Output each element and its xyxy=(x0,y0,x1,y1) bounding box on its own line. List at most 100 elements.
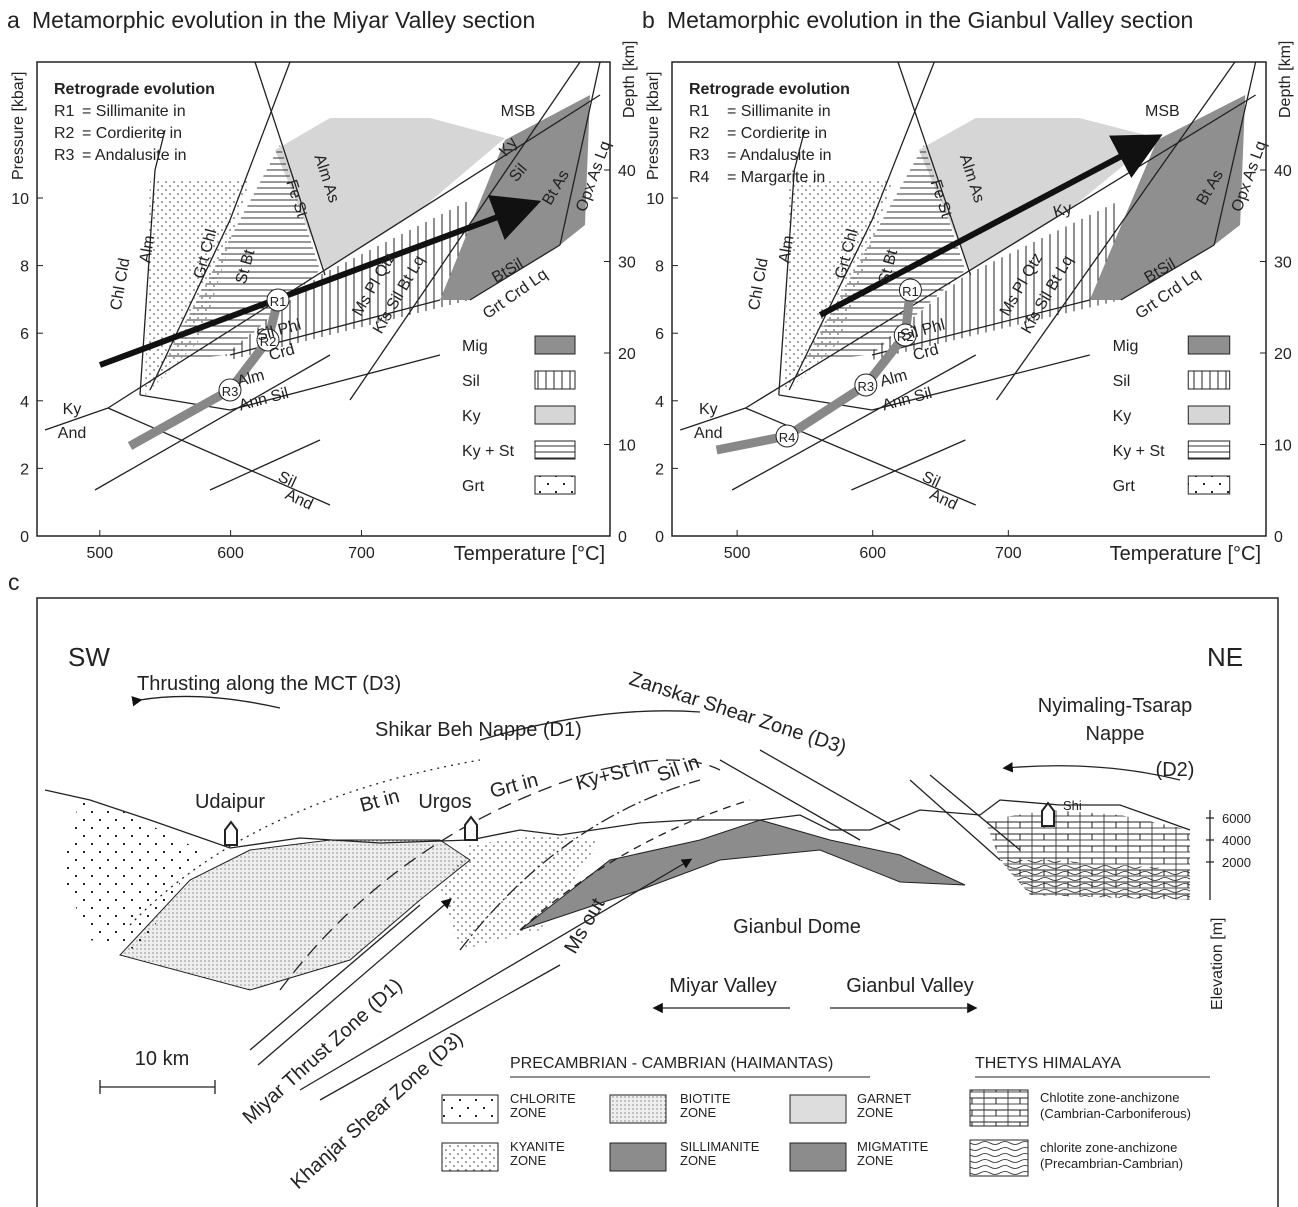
retrograde-path xyxy=(127,298,283,450)
label: Ky + St xyxy=(462,443,515,460)
label: 8 xyxy=(655,259,664,276)
label: ZONE xyxy=(510,1105,546,1120)
label: Alm xyxy=(878,367,909,391)
label: 2 xyxy=(20,461,29,478)
label: MIGMATITE xyxy=(857,1139,929,1154)
label: Shikar Beh Nappe (D1) xyxy=(375,719,582,741)
label: 500 xyxy=(724,545,751,562)
legend-swatch xyxy=(969,1089,1029,1127)
legend-swatch xyxy=(534,335,576,355)
label: 2 xyxy=(655,461,664,478)
marker xyxy=(218,378,242,402)
label: SILLIMANITE xyxy=(680,1139,760,1154)
phase-boundary xyxy=(871,354,1090,411)
label: b xyxy=(642,7,655,33)
label: Mig xyxy=(1113,338,1139,355)
chlorite-zone xyxy=(60,800,200,950)
elevation-tick: 4000 xyxy=(1222,833,1251,848)
marker xyxy=(256,328,280,352)
label: Pressure [kbar] xyxy=(10,72,27,180)
phase-boundary xyxy=(559,61,601,246)
label: ZONE xyxy=(680,1153,716,1168)
label: Temperature [°C] xyxy=(454,543,605,565)
isograd: Bt in xyxy=(358,785,402,817)
label: Sil xyxy=(1113,373,1131,390)
label: 500 xyxy=(86,545,113,562)
label: (Precambrian-Cambrian) xyxy=(1040,1156,1183,1171)
label: (D2) xyxy=(1156,759,1195,781)
ky-isograd xyxy=(459,779,701,951)
label: R3 xyxy=(858,379,875,394)
label: Gianbul Valley xyxy=(846,975,973,997)
town: Udaipur xyxy=(195,791,265,813)
legend-swatch xyxy=(1187,335,1231,355)
label: R3 xyxy=(222,384,239,399)
elevation-label: Elevation [m] xyxy=(1209,918,1226,1010)
garnet-zone xyxy=(119,839,471,991)
legend-swatch xyxy=(1187,475,1231,495)
label: a xyxy=(7,7,20,33)
label: 600 xyxy=(217,545,244,562)
label: = Margarite in xyxy=(727,169,825,186)
label: 6 xyxy=(20,326,29,343)
panel-c: c SW NE Thrusting along the MCT (D3) Shi… xyxy=(8,569,1279,1207)
legend-swatch xyxy=(534,475,576,495)
phase-boundary xyxy=(107,407,331,506)
sil-field xyxy=(225,200,470,360)
phase-boundary xyxy=(209,439,321,491)
grt-isograd xyxy=(279,759,721,991)
label: GARNET xyxy=(857,1091,911,1106)
phase-boundary xyxy=(1213,61,1257,246)
legend-swatch xyxy=(534,370,576,390)
label: 10 xyxy=(646,191,664,208)
marker xyxy=(854,373,878,397)
town: Urgos xyxy=(418,791,471,813)
mct-arrow xyxy=(131,695,281,709)
label: 700 xyxy=(995,545,1022,562)
label: Mig xyxy=(462,338,488,355)
thetys-lower xyxy=(1000,860,1190,900)
legend-swatch xyxy=(789,1142,847,1172)
phase-boundary xyxy=(731,354,977,491)
label: R1 xyxy=(54,103,75,120)
label: Ky xyxy=(1113,408,1132,425)
phase-boundary xyxy=(94,354,331,491)
label: 0 xyxy=(655,529,664,546)
phase-boundary xyxy=(254,61,326,276)
phase-boundary xyxy=(44,407,109,431)
legend-header: PRECAMBRIAN - CAMBRIAN (HAIMANTAS) xyxy=(510,1055,833,1072)
miyar-thrust-arrows xyxy=(249,900,450,1066)
phase-boundary xyxy=(469,244,561,301)
label: Grt xyxy=(462,478,485,495)
label: BIOTITE xyxy=(680,1091,731,1106)
scale-label: 10 km xyxy=(135,1048,189,1070)
label: Miyar Valley xyxy=(669,975,776,997)
elevation-tick: 6000 xyxy=(1222,811,1251,826)
legend-swatch xyxy=(1187,440,1231,460)
marker xyxy=(898,278,922,302)
label: R4 xyxy=(689,169,710,186)
sillimanite-zone xyxy=(519,819,966,931)
label: R2 xyxy=(54,125,75,142)
label: 10 xyxy=(1274,438,1292,455)
label: Crd xyxy=(267,341,296,364)
phase-boundary xyxy=(139,394,231,411)
label: Depth [km] xyxy=(621,41,638,118)
label: = Andalusite in xyxy=(82,147,187,164)
phase-boundary xyxy=(745,407,976,506)
phase-boundary xyxy=(139,129,166,396)
label: 0 xyxy=(20,529,29,546)
label: ZONE xyxy=(857,1153,893,1168)
label: R3 xyxy=(689,147,710,164)
direction: NE xyxy=(1207,642,1243,672)
label: (Cambrian-Carboniferous) xyxy=(1040,1106,1191,1121)
phase-boundary xyxy=(778,129,806,396)
label: Chlotite zone-anchizone xyxy=(1040,1090,1179,1105)
label: R1 xyxy=(902,284,919,299)
phase-boundary xyxy=(229,354,441,411)
label: ZONE xyxy=(510,1153,546,1168)
label: Alm xyxy=(137,234,159,264)
label: = Sillimanite in xyxy=(82,103,186,120)
marker xyxy=(775,424,799,448)
label: Sil xyxy=(919,468,942,491)
